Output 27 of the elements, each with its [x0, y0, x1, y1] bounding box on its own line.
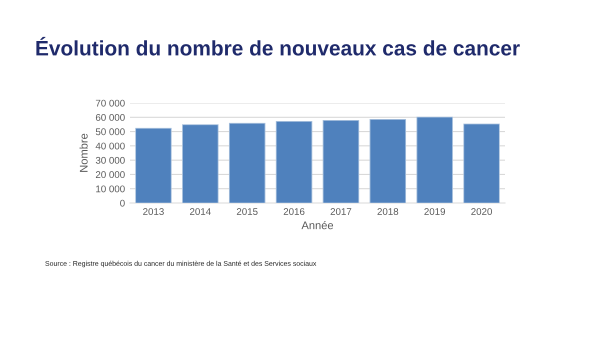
chart-title: Évolution du nombre de nouveaux cas de cancer: [36, 36, 520, 56]
bar: [322, 120, 360, 203]
y-tick-label: 10 000: [96, 185, 125, 192]
y-tick-label: 20 000: [96, 171, 125, 178]
bar: [276, 121, 312, 203]
bar: [416, 116, 453, 203]
bar: [228, 122, 266, 203]
y-tick-label: 30 000: [96, 156, 125, 164]
y-axis-title: Nombre: [79, 134, 88, 172]
bar: [182, 124, 219, 203]
y-tick-label: 50 000: [96, 128, 125, 136]
x-tick-label: 2014: [190, 208, 211, 215]
x-tick-label: 2013: [143, 208, 164, 215]
x-tick-label: 2015: [236, 208, 258, 215]
x-tick-label: 2017: [330, 208, 352, 215]
y-tick-label: 60 000: [96, 114, 125, 121]
x-tick-label: 2018: [377, 208, 398, 215]
bar: [463, 124, 500, 203]
bar: [370, 119, 406, 203]
y-tick-label: 70 000: [96, 100, 125, 107]
x-tick-label: 2019: [424, 208, 446, 215]
x-axis-title: Année: [301, 220, 334, 230]
x-tick-label: 2020: [471, 208, 492, 215]
y-tick-label: 0: [120, 200, 125, 207]
y-tick-label: 40 000: [96, 142, 125, 150]
x-tick-label: 2016: [284, 208, 304, 215]
bar: [135, 128, 172, 203]
